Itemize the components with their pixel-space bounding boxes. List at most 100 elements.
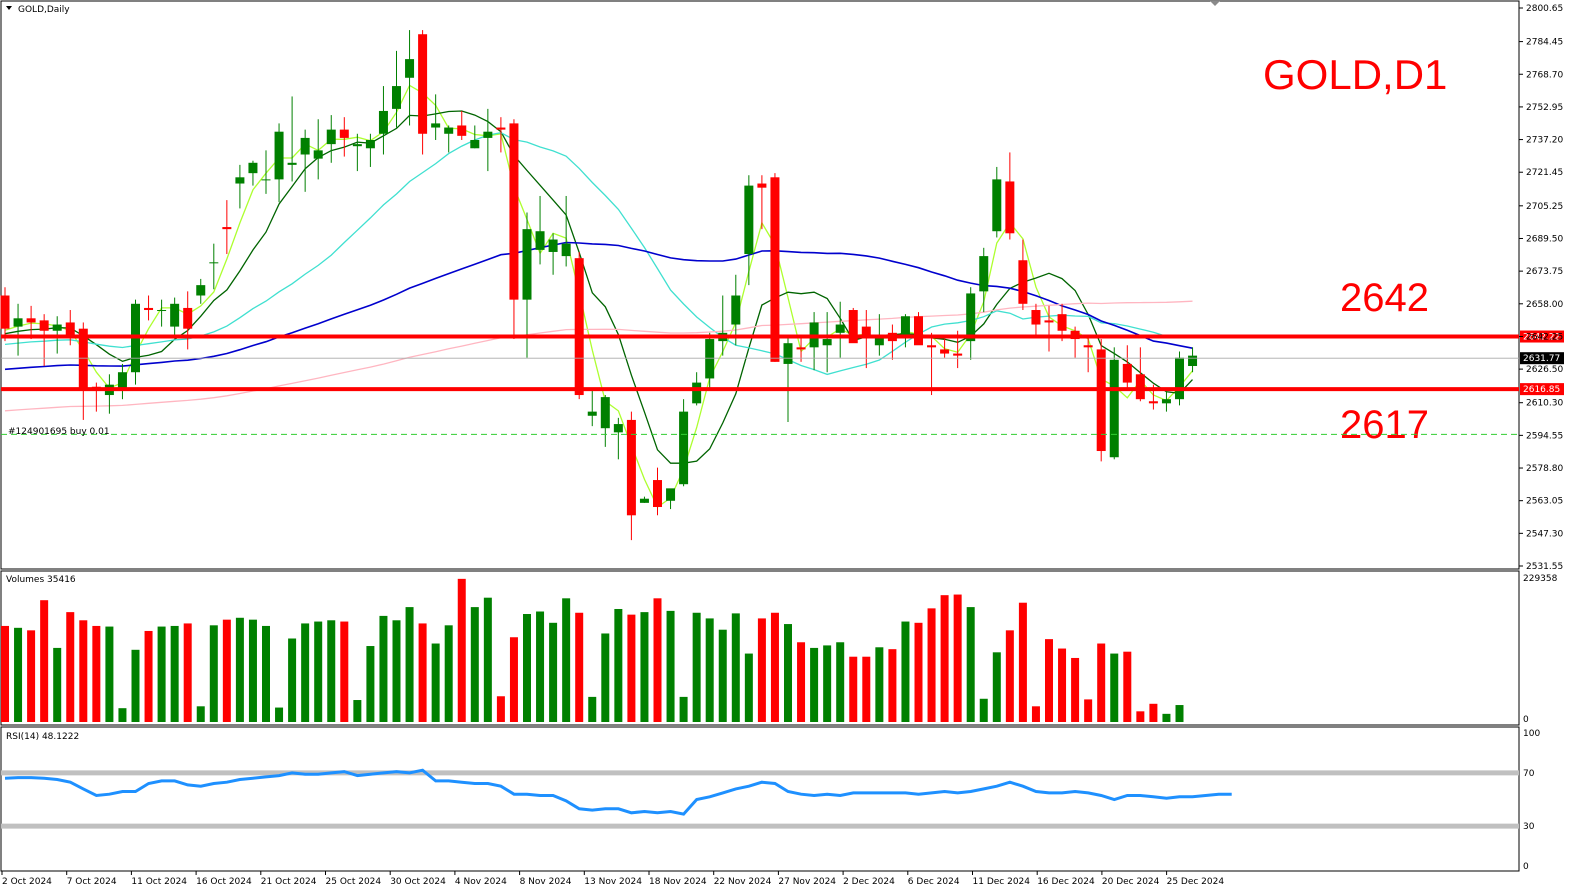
date-tick-label: 22 Nov 2024 [714,877,772,887]
volume-bar [784,624,792,722]
candle-body [626,419,636,516]
candle-body [639,498,649,503]
panel-collapse-icon[interactable] [6,6,12,10]
volume-bar [66,612,75,722]
volume-bar [1162,713,1171,722]
volume-bar [1110,653,1119,722]
volume-bar [14,627,23,722]
volume-bar [1123,651,1132,722]
candle-body [196,285,206,296]
candle-body [261,179,271,181]
volume-bar [888,649,897,722]
volume-bar [549,622,558,722]
candle-body [209,262,219,264]
candle-body [900,316,910,335]
price-tick-label: 2594.55 [1526,431,1563,441]
candle-body [117,372,127,389]
candle-body [757,183,767,188]
volume-bar [170,625,179,722]
price-tick-label: 2705.25 [1526,202,1563,212]
candle-body [1175,357,1184,400]
volume-bar [575,612,584,722]
candle-body [365,139,375,149]
volume-bar [588,696,597,722]
candle-body [405,59,415,78]
volume-bar [562,598,571,722]
volume-bar [235,617,244,722]
volume-bar [1084,699,1093,722]
candle-body [822,339,832,346]
date-tick-label: 7 Oct 2024 [67,877,117,887]
volume-bar [196,706,205,722]
volume-bar [940,595,949,722]
candle-body [248,162,258,174]
candle-body [679,411,689,485]
volume-bar [653,598,662,722]
volume-bar [340,621,349,722]
date-tick-label: 4 Nov 2024 [455,877,507,887]
date-tick-label: 25 Oct 2024 [326,877,382,887]
date-tick-label: 6 Dec 2024 [908,877,960,887]
candle-body [992,179,1002,232]
volume-bar [327,620,336,722]
candle-body [1083,345,1093,348]
date-tick-label: 20 Dec 2024 [1102,877,1160,887]
rsi-tick-label: 70 [1523,769,1535,779]
volume-bar [314,621,323,722]
volume-bar [301,623,310,722]
volume-bar [470,607,479,722]
date-tick-label: 16 Dec 2024 [1037,877,1095,887]
volume-bar [275,707,284,722]
price-tick-label: 2563.05 [1526,497,1563,507]
volume-bar [131,649,140,722]
volume-bar [392,620,401,722]
date-tick-label: 18 Nov 2024 [649,877,707,887]
candle-body [1161,399,1171,404]
candle-body [613,424,623,433]
price-tick-label: 2721.45 [1526,168,1563,178]
volume-bar [1031,706,1040,722]
candle-body [1031,310,1041,325]
rsi-panel-title: RSI(14) 48.1222 [6,732,79,742]
candle-body [392,86,401,109]
candle-body [470,139,480,149]
volume-bar [718,629,727,722]
current-price-tag-text: 2631.77 [1523,354,1560,364]
candle-body [744,185,754,255]
candle-body [1057,314,1067,331]
ma-line [4,300,1193,412]
volume-bar [405,607,414,722]
candle-body [326,129,336,145]
candle-body [1018,260,1028,304]
volume-tick-label: 229358 [1523,574,1558,584]
candle-body [835,324,845,333]
candle-body [509,123,519,300]
window-marker-icon[interactable] [1210,1,1220,6]
volume-bar [1058,648,1067,722]
candle-body [666,488,676,501]
volume-bar [992,652,1001,722]
candle-body [940,349,950,354]
volume-bar [744,653,753,722]
price-tick-label: 2673.75 [1526,267,1563,277]
candle-body [1109,359,1119,458]
price-tick-label: 2658.00 [1526,300,1563,310]
candle-body [339,129,349,138]
ma-line [4,110,1193,464]
volume-bar [875,647,884,722]
candle-body [796,347,806,350]
candle-body [653,480,662,508]
volume-bar [483,597,492,722]
candle-body [953,353,963,356]
candle-body [587,411,597,416]
volume-bar [1,625,9,722]
volume-bar [614,608,623,722]
volume-bar [927,608,936,722]
price-level-tag-text: 2616.85 [1523,385,1560,395]
candle-body [13,318,23,327]
current-price-tag [1520,352,1564,365]
volume-bar [222,619,231,722]
candle-body [1005,181,1015,234]
volume-bar [966,607,975,722]
date-tick-label: 2 Oct 2024 [2,877,52,887]
